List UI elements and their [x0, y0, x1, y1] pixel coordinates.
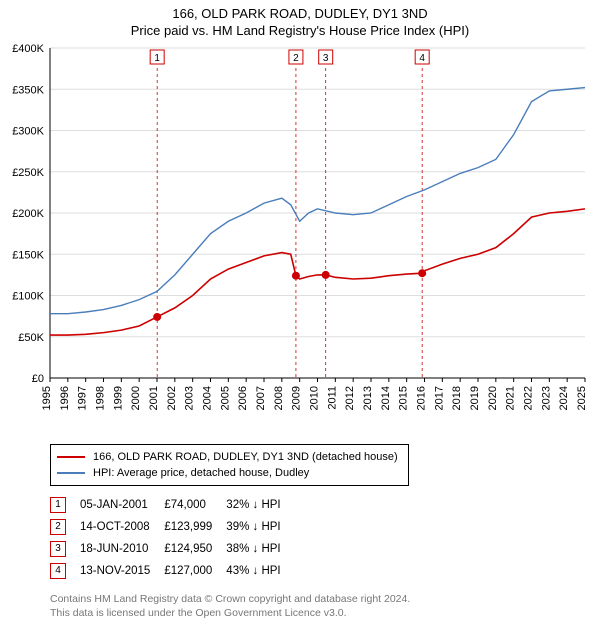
- svg-text:2003: 2003: [184, 386, 196, 410]
- legend-item: HPI: Average price, detached house, Dudl…: [57, 465, 398, 481]
- svg-text:3: 3: [323, 53, 329, 64]
- legend: 166, OLD PARK ROAD, DUDLEY, DY1 3ND (det…: [50, 444, 409, 486]
- svg-text:2009: 2009: [291, 386, 303, 410]
- sale-price: £124,950: [164, 538, 226, 560]
- svg-text:2004: 2004: [202, 386, 214, 410]
- svg-text:2010: 2010: [309, 386, 321, 410]
- sale-vs-hpi: 32% ↓ HPI: [226, 494, 294, 516]
- sale-date: 14-OCT-2008: [80, 516, 164, 538]
- sales-row: 1 05-JAN-2001£74,00032% ↓ HPI: [50, 494, 295, 516]
- sale-vs-hpi: 38% ↓ HPI: [226, 538, 294, 560]
- title-line2: Price paid vs. HM Land Registry's House …: [0, 23, 600, 38]
- svg-text:2017: 2017: [433, 386, 445, 410]
- svg-text:£50K: £50K: [18, 332, 44, 344]
- svg-text:2011: 2011: [326, 386, 338, 410]
- legend-swatch: [57, 456, 85, 458]
- svg-text:1995: 1995: [41, 386, 53, 410]
- svg-text:1: 1: [154, 53, 160, 64]
- svg-text:2022: 2022: [523, 386, 535, 410]
- svg-text:2019: 2019: [469, 386, 481, 410]
- svg-text:£400K: £400K: [12, 43, 44, 55]
- svg-text:2: 2: [293, 53, 299, 64]
- svg-text:2008: 2008: [273, 386, 285, 410]
- plot-area: £0 £50K £100K £150K £200K £250K £300K £350K £400…: [0, 38, 600, 438]
- svg-text:2002: 2002: [166, 386, 178, 410]
- svg-text:£0: £0: [32, 373, 44, 385]
- svg-text:2015: 2015: [398, 386, 410, 410]
- svg-text:1996: 1996: [59, 386, 71, 410]
- sale-marker-box: 4: [50, 563, 66, 579]
- svg-text:2001: 2001: [148, 386, 160, 410]
- sale-price: £127,000: [164, 560, 226, 582]
- svg-text:2012: 2012: [344, 386, 356, 410]
- svg-text:2006: 2006: [237, 386, 249, 410]
- svg-text:2014: 2014: [380, 386, 392, 410]
- svg-text:2025: 2025: [576, 386, 588, 410]
- sale-date: 13-NOV-2015: [80, 560, 164, 582]
- legend-swatch: [57, 472, 85, 474]
- svg-text:2021: 2021: [505, 386, 517, 410]
- sale-price: £74,000: [164, 494, 226, 516]
- svg-text:2018: 2018: [451, 386, 463, 410]
- svg-text:£100K: £100K: [12, 291, 44, 303]
- svg-text:2016: 2016: [416, 386, 428, 410]
- svg-text:£150K: £150K: [12, 249, 44, 261]
- svg-text:£350K: £350K: [12, 84, 44, 96]
- legend-label: 166, OLD PARK ROAD, DUDLEY, DY1 3ND (det…: [93, 451, 398, 463]
- svg-text:2023: 2023: [540, 386, 552, 410]
- sales-row: 2 14-OCT-2008£123,99939% ↓ HPI: [50, 516, 295, 538]
- chart-svg: £0 £50K £100K £150K £200K £250K £300K £350K £400…: [0, 38, 600, 438]
- sales-table: 1 05-JAN-2001£74,00032% ↓ HPI 2 14-OCT-2008…: [50, 494, 295, 582]
- sale-price: £123,999: [164, 516, 226, 538]
- svg-text:1998: 1998: [95, 386, 107, 410]
- svg-text:£300K: £300K: [12, 126, 44, 138]
- sales-row: 3 18-JUN-2010£124,95038% ↓ HPI: [50, 538, 295, 560]
- svg-text:2024: 2024: [558, 386, 570, 410]
- svg-text:2020: 2020: [487, 386, 499, 410]
- footer: Contains HM Land Registry data © Crown c…: [50, 592, 600, 628]
- sale-marker-box: 3: [50, 541, 66, 557]
- footer-line1: Contains HM Land Registry data © Crown c…: [50, 592, 600, 606]
- chart-titles: 166, OLD PARK ROAD, DUDLEY, DY1 3ND Pric…: [0, 0, 600, 38]
- svg-text:4: 4: [419, 53, 425, 64]
- legend-label: HPI: Average price, detached house, Dudl…: [93, 467, 309, 479]
- svg-text:2000: 2000: [130, 386, 142, 410]
- footer-line2: This data is licensed under the Open Gov…: [50, 606, 600, 620]
- sale-marker-box: 1: [50, 497, 66, 513]
- sale-marker-box: 2: [50, 519, 66, 535]
- sale-date: 18-JUN-2010: [80, 538, 164, 560]
- svg-text:£200K: £200K: [12, 208, 44, 220]
- svg-text:2005: 2005: [219, 386, 231, 410]
- svg-text:£250K: £250K: [12, 167, 44, 179]
- sale-vs-hpi: 39% ↓ HPI: [226, 516, 294, 538]
- sale-date: 05-JAN-2001: [80, 494, 164, 516]
- legend-item: 166, OLD PARK ROAD, DUDLEY, DY1 3ND (det…: [57, 449, 398, 465]
- svg-text:2013: 2013: [362, 386, 374, 410]
- sale-vs-hpi: 43% ↓ HPI: [226, 560, 294, 582]
- sales-row: 4 13-NOV-2015£127,00043% ↓ HPI: [50, 560, 295, 582]
- svg-text:2007: 2007: [255, 386, 267, 410]
- svg-text:1999: 1999: [112, 386, 124, 410]
- title-line1: 166, OLD PARK ROAD, DUDLEY, DY1 3ND: [0, 6, 600, 21]
- svg-text:1997: 1997: [77, 386, 89, 410]
- chart-container: 166, OLD PARK ROAD, DUDLEY, DY1 3ND Pric…: [0, 0, 600, 628]
